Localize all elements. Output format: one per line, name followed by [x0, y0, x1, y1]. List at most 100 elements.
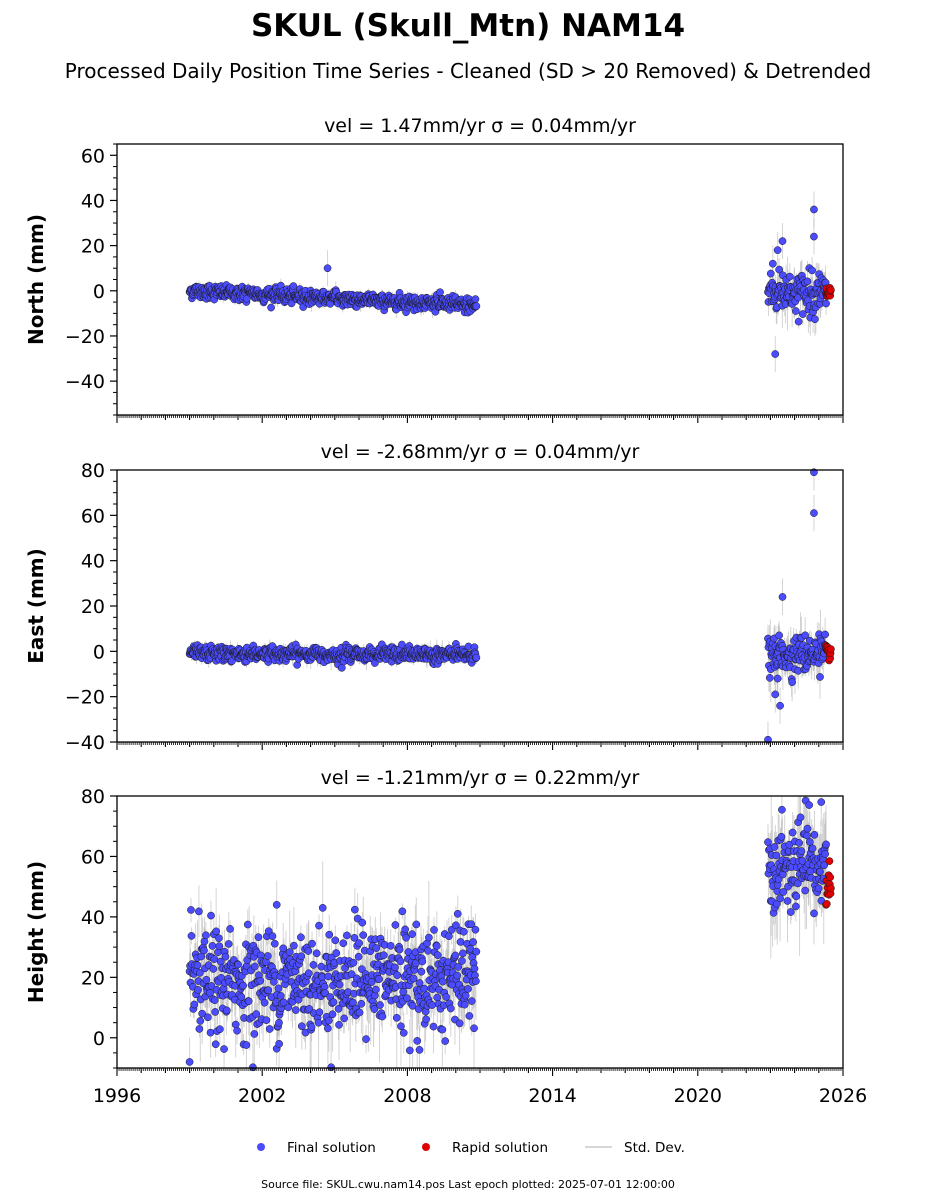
height-final-point [215, 934, 223, 943]
height-final-point [208, 942, 217, 950]
north-panel-title: vel = 1.47mm/yr σ = 0.04mm/yr [324, 115, 636, 137]
height-final-point [221, 952, 230, 961]
height-final-point [307, 1023, 316, 1031]
north-final-point [267, 303, 275, 312]
height-final-point [371, 985, 380, 994]
height-final-point [202, 975, 211, 984]
north-final-point [773, 246, 782, 254]
east-axes-frame [116, 469, 844, 743]
east-y-axis-label: East (mm) [24, 548, 48, 664]
height-final-point [375, 975, 383, 984]
north-final-point [794, 317, 803, 326]
height-final-point [324, 972, 333, 981]
height-final-point [324, 1016, 333, 1025]
height-final-point [195, 907, 203, 916]
height-final-point [190, 1000, 199, 1009]
north-final-point [778, 237, 787, 245]
height-final-point [216, 1025, 224, 1034]
north-final-point [472, 302, 481, 310]
height-final-point [237, 993, 246, 1001]
north-final-point [766, 269, 775, 278]
east-final-point [775, 631, 783, 640]
height-final-point [234, 960, 242, 969]
north-axes-frame [116, 143, 844, 416]
height-final-point [200, 946, 208, 955]
north-rapid-point [827, 286, 835, 294]
north-final-point [808, 266, 816, 275]
east-final-point [472, 653, 481, 662]
east-y-tick-label: −20 [65, 687, 105, 709]
height-final-point [212, 927, 220, 936]
height-final-point [256, 976, 265, 985]
north-final-point [436, 288, 444, 297]
height-final-point [343, 931, 351, 940]
height-final-point [187, 932, 196, 940]
height-final-point [315, 921, 323, 930]
east-final-point [788, 678, 796, 687]
east-y-tick-label: 0 [93, 641, 105, 663]
east-final-point [293, 661, 301, 669]
height-final-point [325, 930, 334, 939]
height-final-point [274, 984, 283, 993]
north-y-axis-label: North (mm) [24, 214, 48, 345]
height-final-point [260, 998, 269, 1007]
height-final-point [297, 952, 306, 961]
east-y-tick-label: 60 [81, 505, 105, 527]
height-final-point [203, 1013, 212, 1022]
height-final-point [279, 944, 288, 953]
height-final-point [285, 948, 294, 956]
height-final-point [304, 947, 313, 955]
height-final-point [262, 1016, 271, 1025]
height-final-point [242, 1041, 251, 1049]
height-final-point [268, 932, 277, 941]
north-final-point [289, 282, 298, 290]
height-final-point [243, 920, 252, 929]
height-final-point [226, 925, 234, 933]
height-final-point [220, 1045, 228, 1053]
height-final-point [263, 952, 272, 960]
east-y-tick-label: 40 [81, 551, 105, 573]
east-panel: vel = -2.68mm/yr σ = 0.04mm/yr East (mm) −… [24, 441, 844, 754]
height-final-point [194, 986, 202, 994]
height-final-point [233, 1026, 241, 1035]
north-final-point [810, 232, 818, 241]
height-final-point [339, 939, 348, 948]
height-final-point [329, 998, 338, 1007]
north-final-point [822, 299, 830, 308]
north-final-point [792, 307, 800, 315]
height-final-point [378, 1012, 387, 1021]
east-final-point [773, 674, 782, 683]
height-final-point [187, 906, 195, 914]
north-final-point [323, 264, 332, 273]
height-y-axis-label: Height (mm) [24, 861, 48, 1003]
east-panel-title: vel = -2.68mm/yr σ = 0.04mm/yr [321, 441, 640, 463]
height-final-point [376, 1001, 384, 1009]
east-y-tick-label: −40 [65, 732, 105, 754]
height-final-point [357, 999, 366, 1008]
height-final-point [196, 1017, 205, 1025]
height-final-point [379, 951, 388, 960]
height-final-point [290, 941, 298, 950]
east-final-point [765, 674, 774, 682]
north-y-tick-label: 60 [81, 145, 105, 167]
height-final-point [215, 942, 224, 951]
height-final-point [324, 1024, 332, 1033]
height-final-point [211, 1040, 220, 1049]
north-final-point [810, 205, 818, 214]
height-final-point [355, 1008, 364, 1017]
height-final-point [358, 918, 367, 927]
height-final-point [224, 940, 233, 948]
north-final-point [771, 350, 780, 358]
north-final-point [768, 259, 777, 268]
height-final-point [359, 931, 368, 939]
height-final-point [332, 949, 341, 957]
north-final-point [811, 315, 819, 324]
north-final-point [785, 272, 794, 281]
east-final-point [776, 701, 784, 710]
height-final-point [207, 911, 215, 920]
east-final-point [778, 593, 787, 601]
height-final-point [355, 939, 363, 947]
height-final-point [195, 1025, 204, 1033]
figure-title: SKUL (Skull_Mtn) NAM14 [251, 8, 685, 44]
